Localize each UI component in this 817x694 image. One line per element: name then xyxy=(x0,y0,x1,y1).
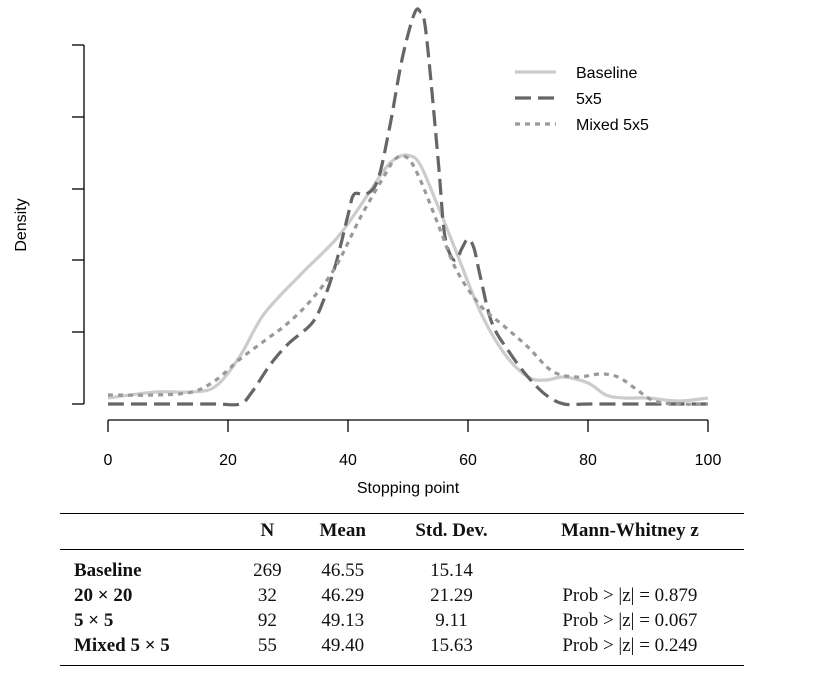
table-cell: Prob > |z| = 0.249 xyxy=(562,635,698,656)
row-label: 20 × 20 xyxy=(74,585,133,606)
x-tick-label: 40 xyxy=(339,452,357,469)
table-cell: 15.14 xyxy=(430,560,473,581)
series-line xyxy=(107,7,708,407)
table-row: Mixed 5 × 5 55 49.40 15.63 Prob > |z| = … xyxy=(60,633,744,666)
table-cell xyxy=(516,550,744,584)
table-cell: 55 xyxy=(257,635,277,656)
y-axis xyxy=(72,44,85,405)
table-cell: Prob > |z| = 0.067 xyxy=(562,610,698,631)
x-tick-label: 60 xyxy=(459,452,477,469)
row-label: Mixed 5 × 5 xyxy=(74,635,170,656)
legend-label: 5x5 xyxy=(576,91,602,108)
density-chart: 0 20 40 60 80 100 Baseline 5x5 Mixed 5x5 Stoppi… xyxy=(13,7,722,497)
table-cell: 46.29 xyxy=(321,585,365,606)
header-cell: N xyxy=(260,520,275,541)
header-cell: Mann-Whitney z xyxy=(561,520,699,541)
table-cell: 15.63 xyxy=(430,635,473,656)
table-row: 5 × 5 92 49.13 9.11 Prob > |z| = 0.067 xyxy=(60,608,744,633)
table-row: Baseline 269 46.55 15.14 xyxy=(60,550,744,584)
x-axis: 0 20 40 60 80 100 xyxy=(104,419,722,469)
table-cell: 46.55 xyxy=(321,560,365,581)
x-tick-label: 100 xyxy=(695,452,722,469)
row-label: Baseline xyxy=(74,560,142,581)
legend-label: Mixed 5x5 xyxy=(576,117,649,134)
summary-statistics-table: N Mean Std. Dev. Mann-Whitney z Baseline… xyxy=(60,513,744,666)
header-cell: Std. Dev. xyxy=(415,520,488,541)
table-cell: 49.40 xyxy=(321,635,365,656)
table-header-row: N Mean Std. Dev. Mann-Whitney z xyxy=(60,513,744,550)
table-cell: 49.13 xyxy=(321,610,365,631)
table-cell: 9.11 xyxy=(435,610,468,631)
x-tick-label: 20 xyxy=(219,452,237,469)
x-axis-title: Stopping point xyxy=(357,480,460,497)
x-tick-label: 0 xyxy=(104,452,113,469)
series-line xyxy=(107,153,709,403)
table-cell: 21.29 xyxy=(430,585,473,606)
table-cell: 92 xyxy=(257,610,277,631)
legend: Baseline 5x5 Mixed 5x5 xyxy=(515,65,649,134)
x-tick-label: 80 xyxy=(579,452,597,469)
series-line xyxy=(107,154,709,406)
header-cell: Mean xyxy=(319,520,366,541)
row-label: 5 × 5 xyxy=(74,610,114,631)
y-axis-title: Density xyxy=(13,198,30,251)
legend-label: Baseline xyxy=(576,65,637,82)
table-cell: 32 xyxy=(257,585,277,606)
table-cell: Prob > |z| = 0.879 xyxy=(562,585,698,606)
series-layer xyxy=(107,7,709,407)
table-cell: 269 xyxy=(253,560,282,581)
table-row: 20 × 20 32 46.29 21.29 Prob > |z| = 0.87… xyxy=(60,583,744,608)
header-cell xyxy=(60,514,236,550)
